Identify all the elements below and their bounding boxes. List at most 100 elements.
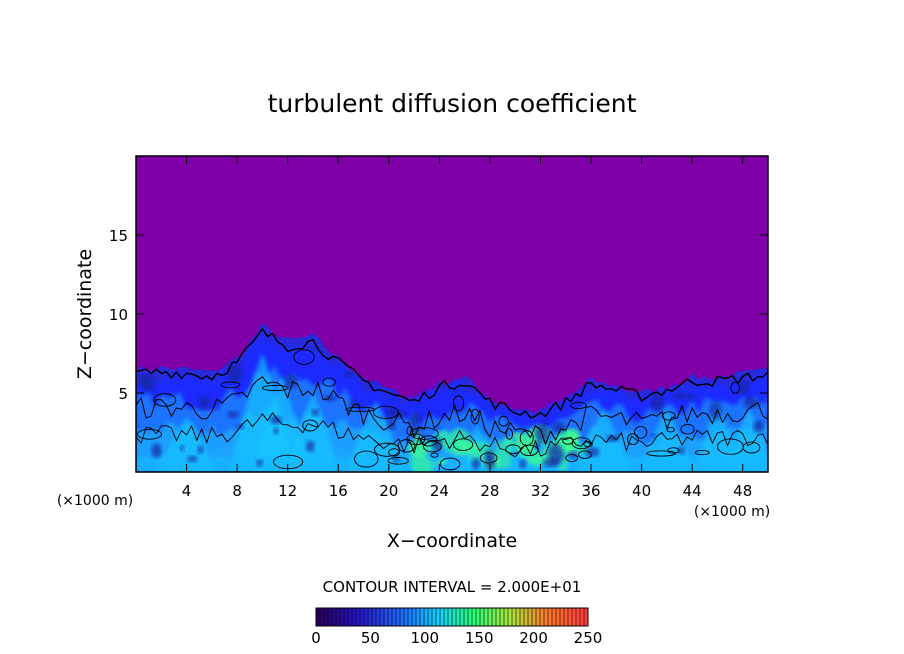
contour-loop: [694, 450, 710, 456]
field-eddy: [386, 407, 399, 421]
x-tick-label: 44: [683, 482, 702, 500]
x-tick-label: 24: [430, 482, 449, 500]
contour-line: [136, 327, 768, 419]
colorbar-swatch: [392, 608, 396, 626]
colorbar-swatch: [404, 608, 408, 626]
field-eddy: [551, 422, 567, 434]
colorbar-swatch: [320, 608, 324, 626]
colorbar-swatch: [528, 608, 532, 626]
colorbar-swatch: [440, 608, 444, 626]
colorbar-swatch: [536, 608, 540, 626]
contour-loop: [387, 456, 409, 465]
field-eddy: [227, 411, 239, 419]
colorbar-swatch: [412, 608, 416, 626]
colorbar-frame: [315, 607, 589, 627]
x-unit-label-left: (×1000 m): [57, 493, 133, 509]
colorbar-swatch: [460, 608, 464, 626]
colorbar-swatch: [340, 608, 344, 626]
x-unit-label-right: (×1000 m): [694, 504, 770, 520]
contour-loop-high: [520, 444, 539, 457]
colorbar-swatch: [344, 608, 348, 626]
colorbar-swatch: [432, 608, 436, 626]
contour-loop: [302, 419, 319, 432]
x-tick-label: 48: [733, 482, 752, 500]
colorbar-tick-label: 200: [519, 629, 548, 647]
colorbar-swatch: [532, 608, 536, 626]
colorbar-swatch: [572, 608, 576, 626]
contour-loop: [452, 395, 465, 412]
field-eddy: [273, 427, 279, 435]
colorbar-swatch: [436, 608, 440, 626]
field-eddy: [311, 409, 320, 416]
colorbar-swatch: [316, 608, 320, 626]
contour-loop-high: [419, 435, 438, 447]
colorbar-swatch: [468, 608, 472, 626]
colorbar-swatch: [500, 608, 504, 626]
x-tick-label: 20: [379, 482, 398, 500]
x-tick-label: 32: [531, 482, 550, 500]
colorbar-swatch: [380, 608, 384, 626]
field-plume: [286, 393, 340, 472]
colorbar-tick-label: 250: [574, 629, 603, 647]
field-eddy: [432, 437, 443, 452]
y-axis-ticks: 5 10 15: [109, 227, 768, 403]
colorbar-swatch: [504, 608, 508, 626]
field-eddy: [348, 399, 358, 409]
colorbar-swatch: [336, 608, 340, 626]
colorbar-swatch: [516, 608, 520, 626]
field-eddy: [179, 444, 185, 452]
contour-loop: [409, 427, 439, 440]
y-tick-label: 10: [109, 306, 128, 324]
colorbar-swatch: [372, 608, 376, 626]
field-eddy: [584, 447, 600, 457]
contour-loop-high: [583, 441, 593, 448]
field-eddy: [227, 365, 244, 383]
field-eddy: [709, 401, 723, 420]
colorbar-swatch: [456, 608, 460, 626]
colorbar-swatch: [376, 608, 380, 626]
field-eddy: [484, 449, 494, 461]
contour-loop: [662, 411, 676, 421]
contour-interval-label: CONTOUR INTERVAL = 2.000E+01: [323, 578, 582, 596]
colorbar-swatch: [348, 608, 352, 626]
x-tick-label: 4: [182, 482, 192, 500]
field-eddy: [672, 391, 688, 401]
colorbar-swatch: [368, 608, 372, 626]
field-eddy: [743, 396, 759, 409]
contour-loop: [742, 441, 761, 454]
field-eddy: [436, 425, 441, 430]
colorbar-swatch: [540, 608, 544, 626]
contour-loop: [730, 381, 741, 394]
contour-loop: [372, 405, 399, 419]
contour-loop: [322, 377, 336, 387]
colorbar-swatch: [544, 608, 548, 626]
field-eddy: [499, 413, 505, 417]
field-high-patch: [520, 450, 538, 460]
contour-loop-high: [439, 457, 461, 471]
field-eddy: [305, 440, 315, 453]
field-eddy: [518, 459, 527, 469]
contour-loop: [505, 428, 513, 440]
colorbar-swatch: [400, 608, 404, 626]
field-eddy: [687, 393, 696, 401]
colorbar-swatch: [356, 608, 360, 626]
colorbar-swatch: [364, 608, 368, 626]
contour-loop: [666, 427, 675, 433]
colorbar-swatch: [584, 608, 588, 626]
colorbar-swatch: [324, 608, 328, 626]
field-eddy: [677, 446, 685, 455]
colorbar-swatch: [524, 608, 528, 626]
field-high-patch: [462, 432, 469, 437]
field-plume: [345, 400, 407, 472]
field-eddy: [343, 370, 354, 378]
colorbar-swatch: [556, 608, 560, 626]
contour-loop-high: [430, 452, 439, 458]
colorbar-swatch: [492, 608, 496, 626]
field-eddy: [471, 457, 480, 470]
field-eddy: [198, 395, 211, 410]
colorbar-swatch: [384, 608, 388, 626]
field-high-patch: [565, 428, 581, 444]
contour-loop-high: [406, 433, 426, 446]
colorbar-swatch: [328, 608, 332, 626]
colorbar-swatch: [408, 608, 412, 626]
